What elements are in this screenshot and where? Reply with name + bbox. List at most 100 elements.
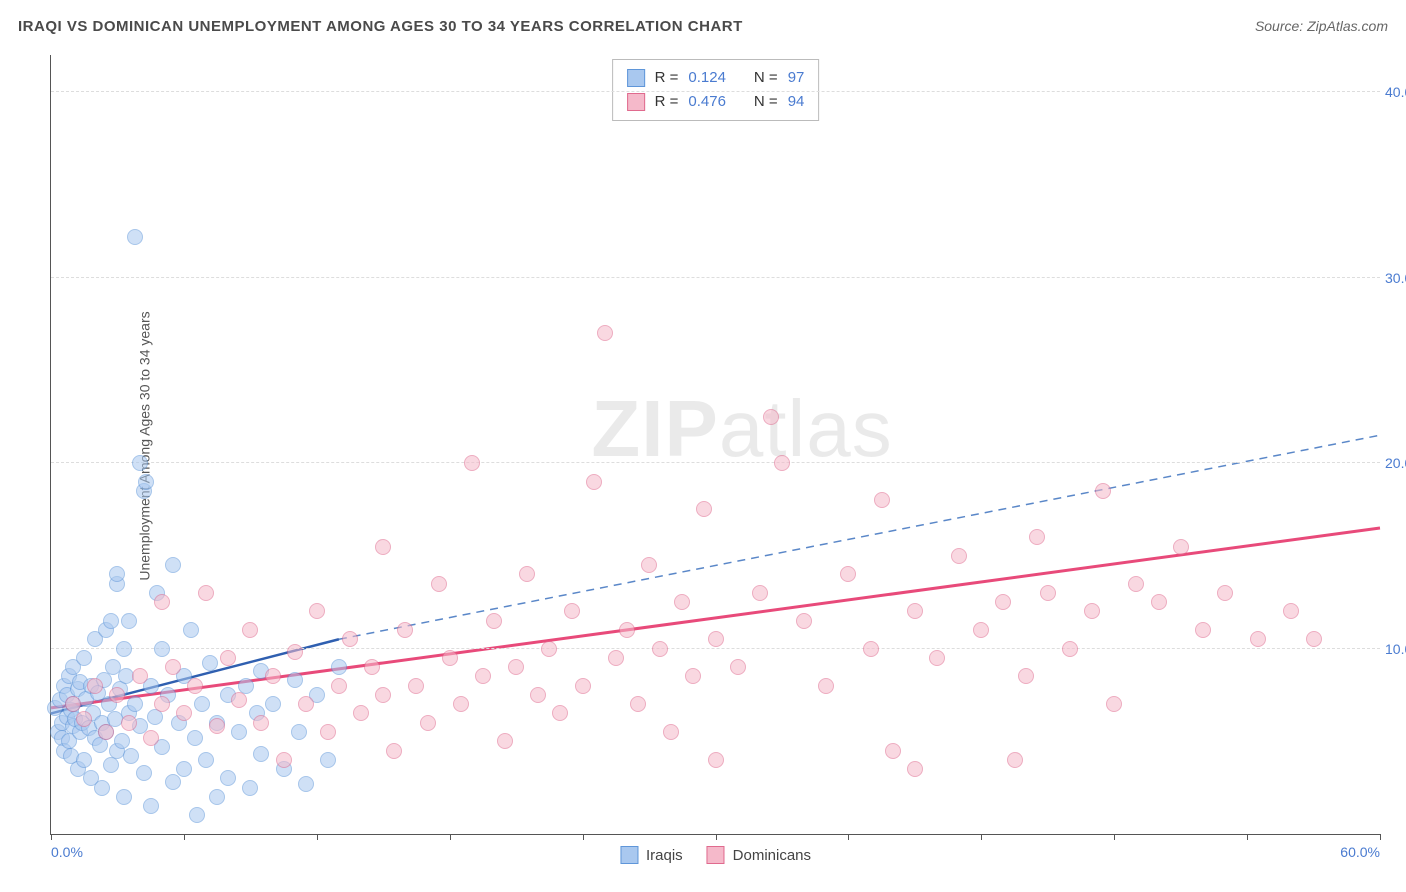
data-point-dominicans (652, 641, 668, 657)
data-point-dominicans (1128, 576, 1144, 592)
data-point-dominicans (796, 613, 812, 629)
legend-item-iraqis: Iraqis (620, 846, 683, 864)
data-point-dominicans (331, 678, 347, 694)
data-point-dominicans (342, 631, 358, 647)
data-point-dominicans (475, 668, 491, 684)
data-point-dominicans (298, 696, 314, 712)
data-point-dominicans (874, 492, 890, 508)
data-point-dominicans (840, 566, 856, 582)
x-tick (184, 834, 185, 840)
x-tick (583, 834, 584, 840)
data-point-dominicans (231, 692, 247, 708)
correlation-row-iraqis: R = 0.124 N = 97 (627, 66, 805, 90)
data-point-iraqis (253, 746, 269, 762)
data-point-dominicans (1106, 696, 1122, 712)
data-point-iraqis (298, 776, 314, 792)
data-point-dominicans (1095, 483, 1111, 499)
n-label: N = (754, 90, 778, 114)
data-point-dominicans (508, 659, 524, 675)
data-point-dominicans (1018, 668, 1034, 684)
legend-label-iraqis: Iraqis (646, 847, 683, 864)
gridline (51, 648, 1380, 649)
data-point-dominicans (973, 622, 989, 638)
n-value-iraqis: 97 (788, 66, 805, 90)
data-point-dominicans (486, 613, 502, 629)
data-point-dominicans (220, 650, 236, 666)
data-point-iraqis (198, 752, 214, 768)
data-point-dominicans (763, 409, 779, 425)
data-point-dominicans (209, 718, 225, 734)
data-point-dominicans (608, 650, 624, 666)
swatch-dominicans (707, 846, 725, 864)
data-point-dominicans (1306, 631, 1322, 647)
y-tick-label: 40.0% (1385, 84, 1406, 100)
trend-line (339, 435, 1380, 639)
x-tick (981, 834, 982, 840)
data-point-dominicans (143, 730, 159, 746)
data-point-dominicans (353, 705, 369, 721)
data-point-iraqis (116, 789, 132, 805)
data-point-iraqis (176, 761, 192, 777)
data-point-dominicans (464, 455, 480, 471)
data-point-iraqis (183, 622, 199, 638)
x-tick (317, 834, 318, 840)
swatch-dominicans (627, 93, 645, 111)
correlation-row-dominicans: R = 0.476 N = 94 (627, 90, 805, 114)
data-point-dominicans (431, 576, 447, 592)
data-point-dominicans (696, 501, 712, 517)
data-point-iraqis (127, 229, 143, 245)
data-point-dominicans (1029, 529, 1045, 545)
data-point-dominicans (165, 659, 181, 675)
data-point-dominicans (364, 659, 380, 675)
x-tick (450, 834, 451, 840)
legend-item-dominicans: Dominicans (707, 846, 811, 864)
data-point-dominicans (630, 696, 646, 712)
swatch-iraqis (627, 69, 645, 87)
data-point-dominicans (1173, 539, 1189, 555)
data-point-iraqis (265, 696, 281, 712)
gridline (51, 462, 1380, 463)
data-point-dominicans (154, 696, 170, 712)
data-point-dominicans (951, 548, 967, 564)
data-point-iraqis (220, 770, 236, 786)
data-point-dominicans (818, 678, 834, 694)
data-point-dominicans (287, 644, 303, 660)
data-point-iraqis (138, 474, 154, 490)
x-tick (1114, 834, 1115, 840)
x-tick (1247, 834, 1248, 840)
data-point-dominicans (1007, 752, 1023, 768)
data-point-iraqis (143, 798, 159, 814)
data-point-iraqis (320, 752, 336, 768)
data-point-dominicans (586, 474, 602, 490)
data-point-dominicans (1250, 631, 1266, 647)
data-point-iraqis (109, 566, 125, 582)
data-point-dominicans (863, 641, 879, 657)
data-point-dominicans (132, 668, 148, 684)
data-point-iraqis (76, 650, 92, 666)
data-point-dominicans (87, 678, 103, 694)
data-point-iraqis (132, 455, 148, 471)
source-credit: Source: ZipAtlas.com (1255, 18, 1388, 34)
data-point-dominicans (708, 752, 724, 768)
data-point-dominicans (65, 696, 81, 712)
data-point-dominicans (1040, 585, 1056, 601)
data-point-iraqis (242, 780, 258, 796)
y-tick-label: 20.0% (1385, 455, 1406, 471)
y-tick-label: 30.0% (1385, 270, 1406, 286)
data-point-dominicans (276, 752, 292, 768)
r-label: R = (655, 66, 679, 90)
r-value-iraqis: 0.124 (688, 66, 726, 90)
data-point-iraqis (189, 807, 205, 823)
data-point-dominicans (597, 325, 613, 341)
gridline (51, 91, 1380, 92)
data-point-iraqis (194, 696, 210, 712)
data-point-dominicans (995, 594, 1011, 610)
data-point-iraqis (165, 774, 181, 790)
data-point-dominicans (397, 622, 413, 638)
y-tick-label: 10.0% (1385, 641, 1406, 657)
data-point-dominicans (564, 603, 580, 619)
data-point-dominicans (176, 705, 192, 721)
data-point-dominicans (541, 641, 557, 657)
data-point-dominicans (1283, 603, 1299, 619)
data-point-iraqis (76, 752, 92, 768)
